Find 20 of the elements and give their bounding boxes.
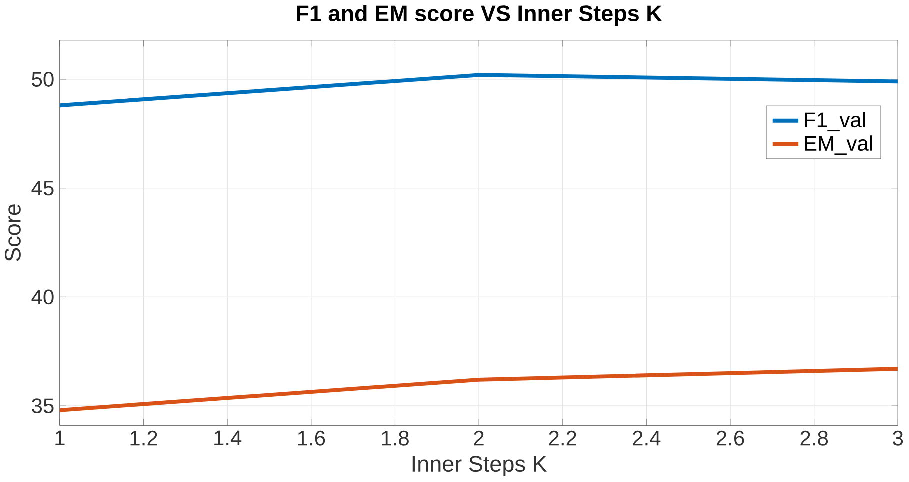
legend-label: EM_val — [805, 136, 872, 156]
x-tick-label: 2.6 — [716, 431, 744, 446]
y-tick-label: 50 — [32, 72, 54, 88]
y-tick-label: 35 — [32, 398, 54, 414]
x-tick-label: 1.8 — [382, 431, 409, 446]
y-axis-title: Score — [5, 204, 21, 262]
legend-label: F1_val — [805, 112, 866, 132]
y-tick-label: 40 — [32, 290, 54, 305]
x-tick-label: 2.4 — [633, 431, 661, 446]
x-axis-title: Inner Steps K — [412, 456, 548, 477]
x-tick-label: 2 — [474, 431, 484, 446]
chart-title: F1 and EM score VS Inner Steps K — [297, 5, 662, 26]
x-tick-label: 3 — [893, 431, 904, 446]
x-tick-label: 1 — [56, 431, 65, 446]
x-tick-label: 2.2 — [549, 431, 576, 446]
x-tick-label: 2.8 — [800, 431, 828, 446]
y-tick-label: 45 — [32, 181, 54, 196]
x-tick-label: 1.4 — [214, 431, 242, 446]
x-tick-label: 1.2 — [130, 431, 158, 446]
x-tick-label: 1.6 — [298, 431, 326, 446]
